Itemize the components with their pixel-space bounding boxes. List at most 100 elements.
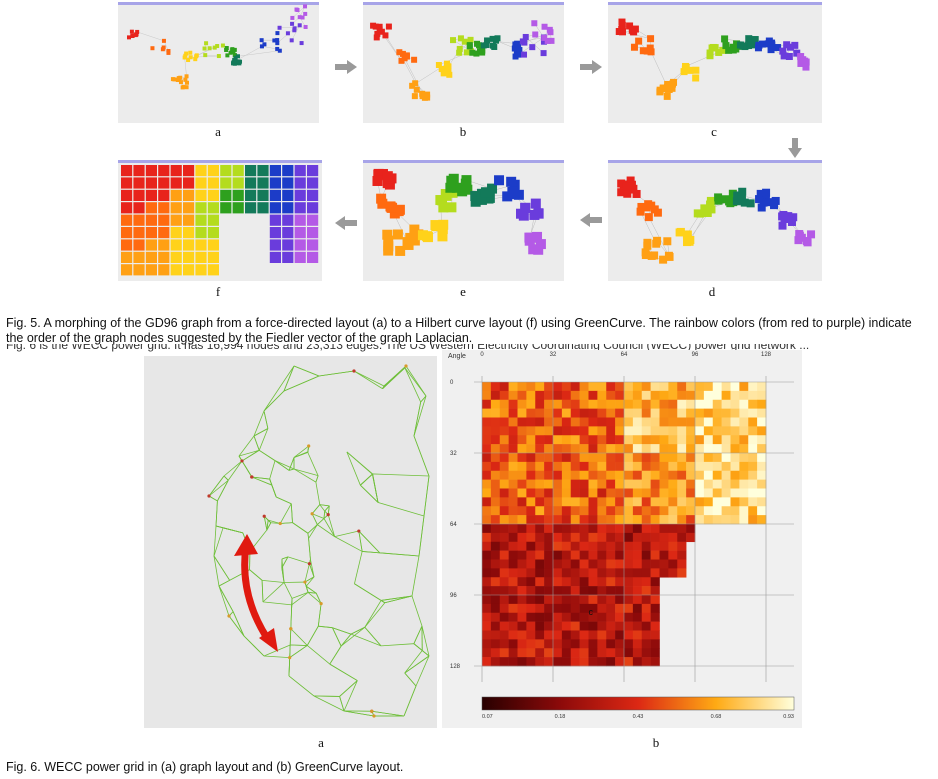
graph-node <box>422 231 433 242</box>
heatmap-cell <box>606 630 616 640</box>
power-line-edge <box>253 428 269 437</box>
heatmap-cell <box>730 488 740 498</box>
heatmap-cell <box>659 506 669 516</box>
hilbert-cell <box>121 239 133 251</box>
heatmap-cell <box>544 453 554 463</box>
hilbert-cell <box>207 202 219 214</box>
heatmap-cell <box>579 515 589 525</box>
heatmap-cell <box>606 390 616 401</box>
power-line-edge <box>380 643 414 647</box>
heatmap-cell <box>641 630 651 640</box>
heatmap-cell <box>508 479 518 489</box>
hilbert-cell <box>269 227 281 239</box>
hilbert-cell <box>133 227 145 239</box>
heatmap-cell <box>721 488 731 498</box>
heatmap-cell <box>606 488 616 498</box>
heatmap-cell <box>570 453 580 463</box>
graph-node <box>783 41 791 49</box>
power-line-edge <box>343 710 375 717</box>
graph-node <box>232 59 237 64</box>
graph-node <box>513 189 524 200</box>
heatmap-cell <box>544 488 554 498</box>
graph-node <box>721 35 729 43</box>
heatmap-cell <box>490 630 501 640</box>
heatmap-cell <box>490 426 501 436</box>
graph-node <box>765 198 774 207</box>
power-node <box>310 512 314 516</box>
y-tick-label: 0 <box>450 380 454 386</box>
graph-node <box>780 52 788 60</box>
heatmap-cell <box>508 497 518 507</box>
graph-node <box>521 51 528 58</box>
graph-node <box>759 198 768 207</box>
power-line-edge <box>263 516 268 531</box>
hilbert-cell <box>183 189 195 201</box>
heatmap-cell <box>632 648 643 658</box>
hilbert-cell <box>133 165 145 177</box>
hilbert-cell <box>145 202 157 214</box>
graph-node <box>722 42 730 50</box>
graph-node <box>461 175 472 186</box>
graph-node <box>756 189 765 198</box>
heatmap-cell <box>606 497 616 507</box>
power-line-edge <box>308 524 318 539</box>
heatmap-cell <box>508 461 518 472</box>
graph-edge <box>261 46 278 50</box>
heatmap-cell <box>597 408 607 418</box>
graph-node <box>188 55 193 60</box>
hilbert-cell <box>257 165 269 177</box>
heatmap-cell <box>632 612 643 622</box>
heatmap-cell <box>739 488 749 498</box>
power-line-edge <box>251 476 270 480</box>
heatmap-cell <box>650 515 660 525</box>
hilbert-cell <box>269 214 281 226</box>
heatmap-cell <box>588 453 598 463</box>
heatmap-cell <box>517 657 527 667</box>
heatmap-cell <box>632 399 643 409</box>
heatmap-cell <box>606 461 616 472</box>
heatmap-cell <box>482 586 492 596</box>
graph-node <box>617 179 626 188</box>
panel-label-d: d <box>708 284 716 299</box>
heatmap-cell <box>482 497 492 507</box>
power-line-edge <box>238 449 260 457</box>
heatmap-cell <box>561 399 572 409</box>
heatmap-cell <box>659 524 669 534</box>
power-line-edge <box>317 603 322 627</box>
heatmap-cell <box>624 470 634 480</box>
heatmap-cell <box>553 417 563 427</box>
power-line-edge <box>281 556 289 569</box>
power-line-edge <box>421 625 430 657</box>
graph-edge <box>277 28 295 44</box>
heatmap-cell <box>561 639 572 649</box>
heatmap-cell <box>597 444 607 454</box>
heatmap-cell <box>659 497 669 507</box>
heatmap-cell <box>668 515 678 525</box>
heatmap-cell <box>695 399 705 409</box>
graph-node <box>277 25 282 30</box>
heatmap-cell <box>650 639 660 649</box>
heatmap-cell <box>739 506 749 516</box>
heatmap-cell <box>677 532 687 543</box>
heatmap-cell <box>508 541 518 551</box>
power-line-edge <box>290 628 308 646</box>
heatmap-cell <box>579 541 589 551</box>
heatmap-cell <box>579 550 589 560</box>
power-line-edge <box>371 710 405 717</box>
heatmap-cell <box>615 524 625 534</box>
power-line-edge <box>405 365 427 397</box>
power-line-edge <box>291 592 309 599</box>
heatmap-cell <box>570 435 580 445</box>
graph-node <box>386 202 397 213</box>
heatmap-cell <box>499 657 509 667</box>
heatmap-cell <box>490 488 501 498</box>
heatmap-cell <box>650 461 660 472</box>
heatmap-cell <box>650 603 660 614</box>
heatmap-cell <box>588 621 598 631</box>
heatmap-cell <box>632 382 643 392</box>
heatmap-cell <box>526 621 536 631</box>
power-line-edge <box>360 484 379 503</box>
heatmap-cell <box>615 586 625 596</box>
graph-node <box>765 37 773 45</box>
heatmap-cell <box>632 408 643 418</box>
